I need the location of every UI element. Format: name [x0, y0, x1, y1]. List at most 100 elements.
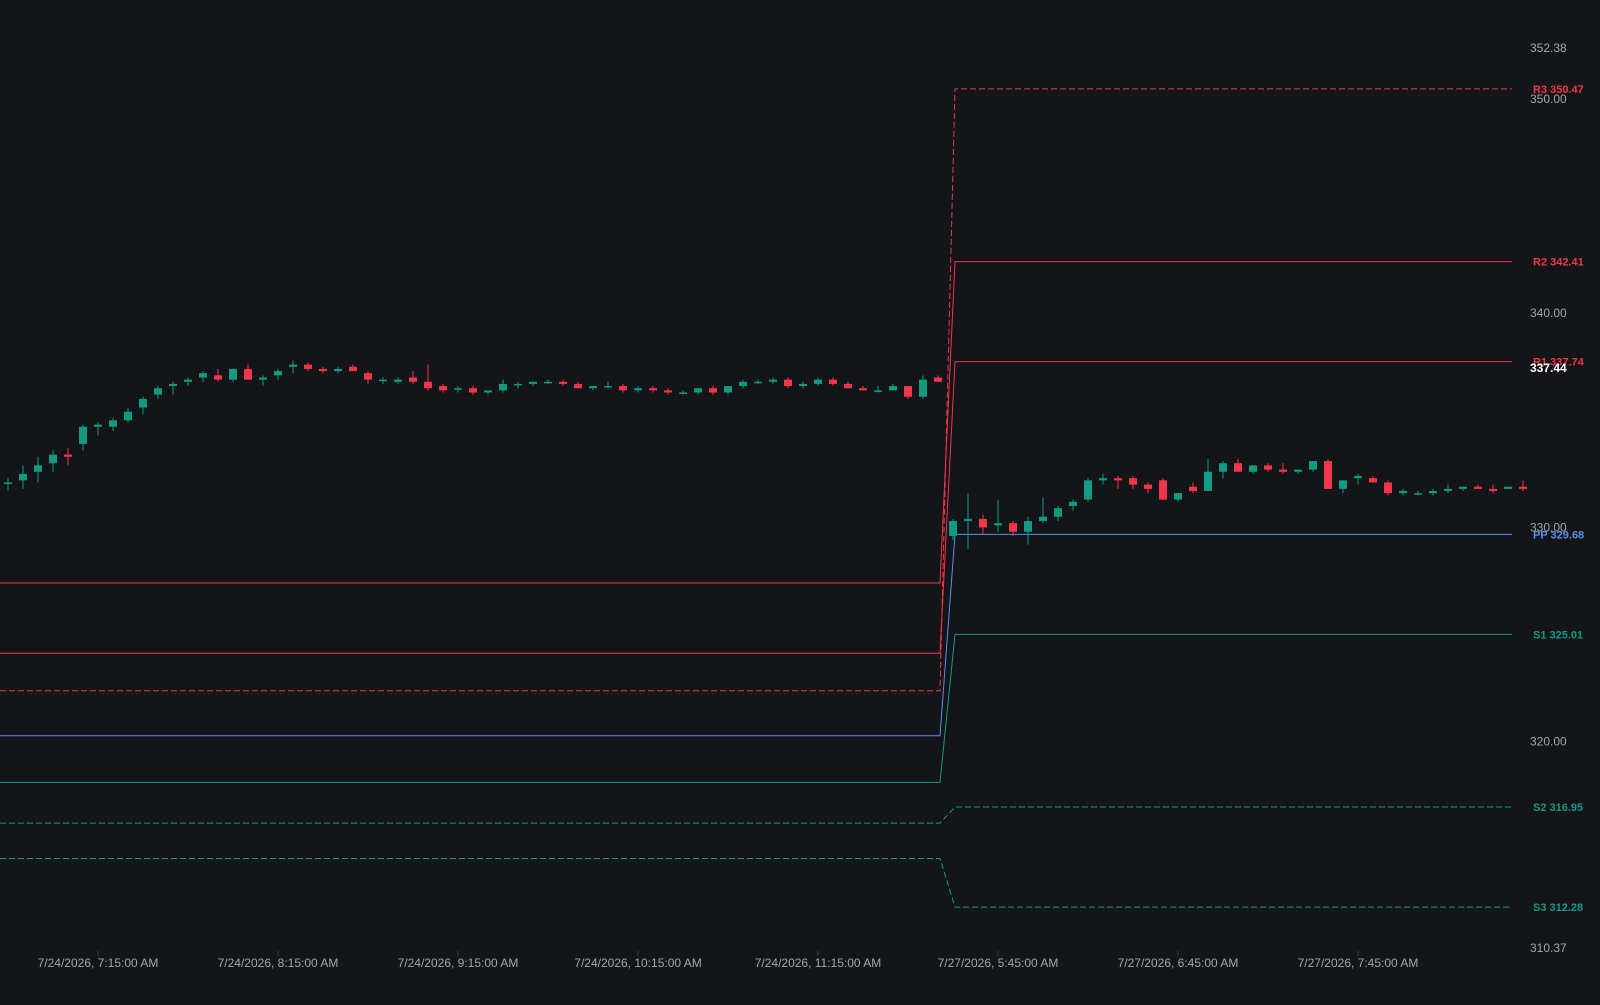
candle [784, 377, 792, 389]
candle [484, 390, 492, 395]
candle-body [304, 364, 312, 369]
candle-body [649, 388, 657, 391]
candle [934, 375, 942, 382]
candle [94, 422, 102, 436]
candle-body [124, 411, 132, 421]
candle [409, 371, 417, 384]
candle-body [1324, 461, 1332, 489]
candle-body [34, 465, 42, 472]
candle-body [934, 377, 942, 382]
candle-body [1264, 465, 1272, 470]
candle [184, 377, 192, 387]
candle [724, 386, 732, 395]
candle-body [529, 381, 537, 384]
candle [889, 383, 897, 391]
candle [424, 364, 432, 391]
candle-body [1159, 480, 1167, 500]
candle-body [1024, 521, 1032, 532]
candle [1099, 473, 1107, 485]
candle [244, 364, 252, 380]
candle [1249, 465, 1257, 474]
price-tick-label: 320.00 [1530, 735, 1567, 749]
pivot-label-s1: S1 325.01 [1533, 629, 1583, 641]
pivot-line-s1 [0, 633, 1512, 783]
candle-body [1099, 478, 1107, 481]
pivot-label-s3: S3 312.28 [1533, 902, 1583, 914]
candle-body [469, 388, 477, 393]
candle-body [709, 388, 717, 393]
candle [799, 381, 807, 389]
candle [1309, 461, 1317, 472]
candle [1234, 458, 1242, 472]
candle-body [1129, 478, 1137, 485]
candle-body [514, 383, 522, 386]
candle-body [1489, 488, 1497, 492]
candle [439, 383, 447, 393]
candle-body [889, 386, 897, 391]
candle [574, 381, 582, 389]
candle [109, 418, 117, 432]
price-axis: 352.38 350.00 340.00 330.00 320.00 310.37 [1530, 41, 1567, 955]
time-axis: 7/24/2026, 7:15:00 AM 7/24/2026, 8:15:00 … [38, 951, 1418, 970]
candle-body [64, 454, 72, 457]
candle [1294, 469, 1302, 474]
time-tick-label: 7/24/2026, 9:15:00 AM [398, 956, 519, 970]
candle [1444, 484, 1452, 494]
candle [139, 396, 147, 414]
candle [19, 465, 27, 489]
candle-body [499, 383, 507, 391]
candle [499, 379, 507, 393]
candle-body [574, 383, 582, 389]
candle [349, 364, 357, 372]
candle-body [334, 368, 342, 372]
candle-body [619, 386, 627, 391]
candle-body [169, 383, 177, 387]
candle [1039, 497, 1047, 524]
candle-body [1384, 482, 1392, 494]
candle-body [1429, 491, 1437, 494]
candle [1084, 478, 1092, 502]
candle [1354, 473, 1362, 485]
price-tick-label: 352.38 [1530, 41, 1567, 55]
candle [514, 381, 522, 389]
candle-body [739, 381, 747, 387]
candle-body [724, 386, 732, 393]
candle [1324, 458, 1332, 489]
candle [34, 456, 42, 483]
candle-body [1234, 463, 1242, 472]
candle [544, 379, 552, 384]
candle [1414, 491, 1422, 496]
candle-body [1189, 486, 1197, 492]
candle-body [439, 386, 447, 391]
candle-body [769, 379, 777, 382]
price-tick-label: 310.37 [1530, 941, 1567, 955]
candle [559, 379, 567, 387]
candle-body [1054, 508, 1062, 517]
candle [754, 379, 762, 384]
pivot-line-s2 [0, 806, 1512, 824]
time-tick-label: 7/24/2026, 11:15:00 AM [755, 956, 882, 970]
candle [1189, 482, 1197, 494]
pivot-line-r3 [0, 88, 1512, 692]
candle-body [799, 383, 807, 387]
price-tick-label: 330.00 [1530, 520, 1567, 534]
candle [214, 368, 222, 382]
pivot-line-r2 [0, 261, 1512, 584]
candle [169, 381, 177, 395]
candle-body [424, 381, 432, 389]
candle [1384, 480, 1392, 496]
candle [199, 371, 207, 382]
candle-body [919, 379, 927, 397]
candle-body [1504, 486, 1512, 489]
candle-body [259, 377, 267, 380]
candle [229, 368, 237, 382]
candle [1504, 486, 1512, 489]
time-tick-label: 7/27/2026, 6:45:00 AM [1118, 956, 1239, 970]
candle [394, 377, 402, 384]
candle-body [814, 379, 822, 384]
pivot-label-s2: S2 316.95 [1533, 802, 1583, 814]
candle-body [214, 375, 222, 380]
candle [64, 448, 72, 466]
candle [649, 386, 657, 393]
candle [679, 390, 687, 395]
